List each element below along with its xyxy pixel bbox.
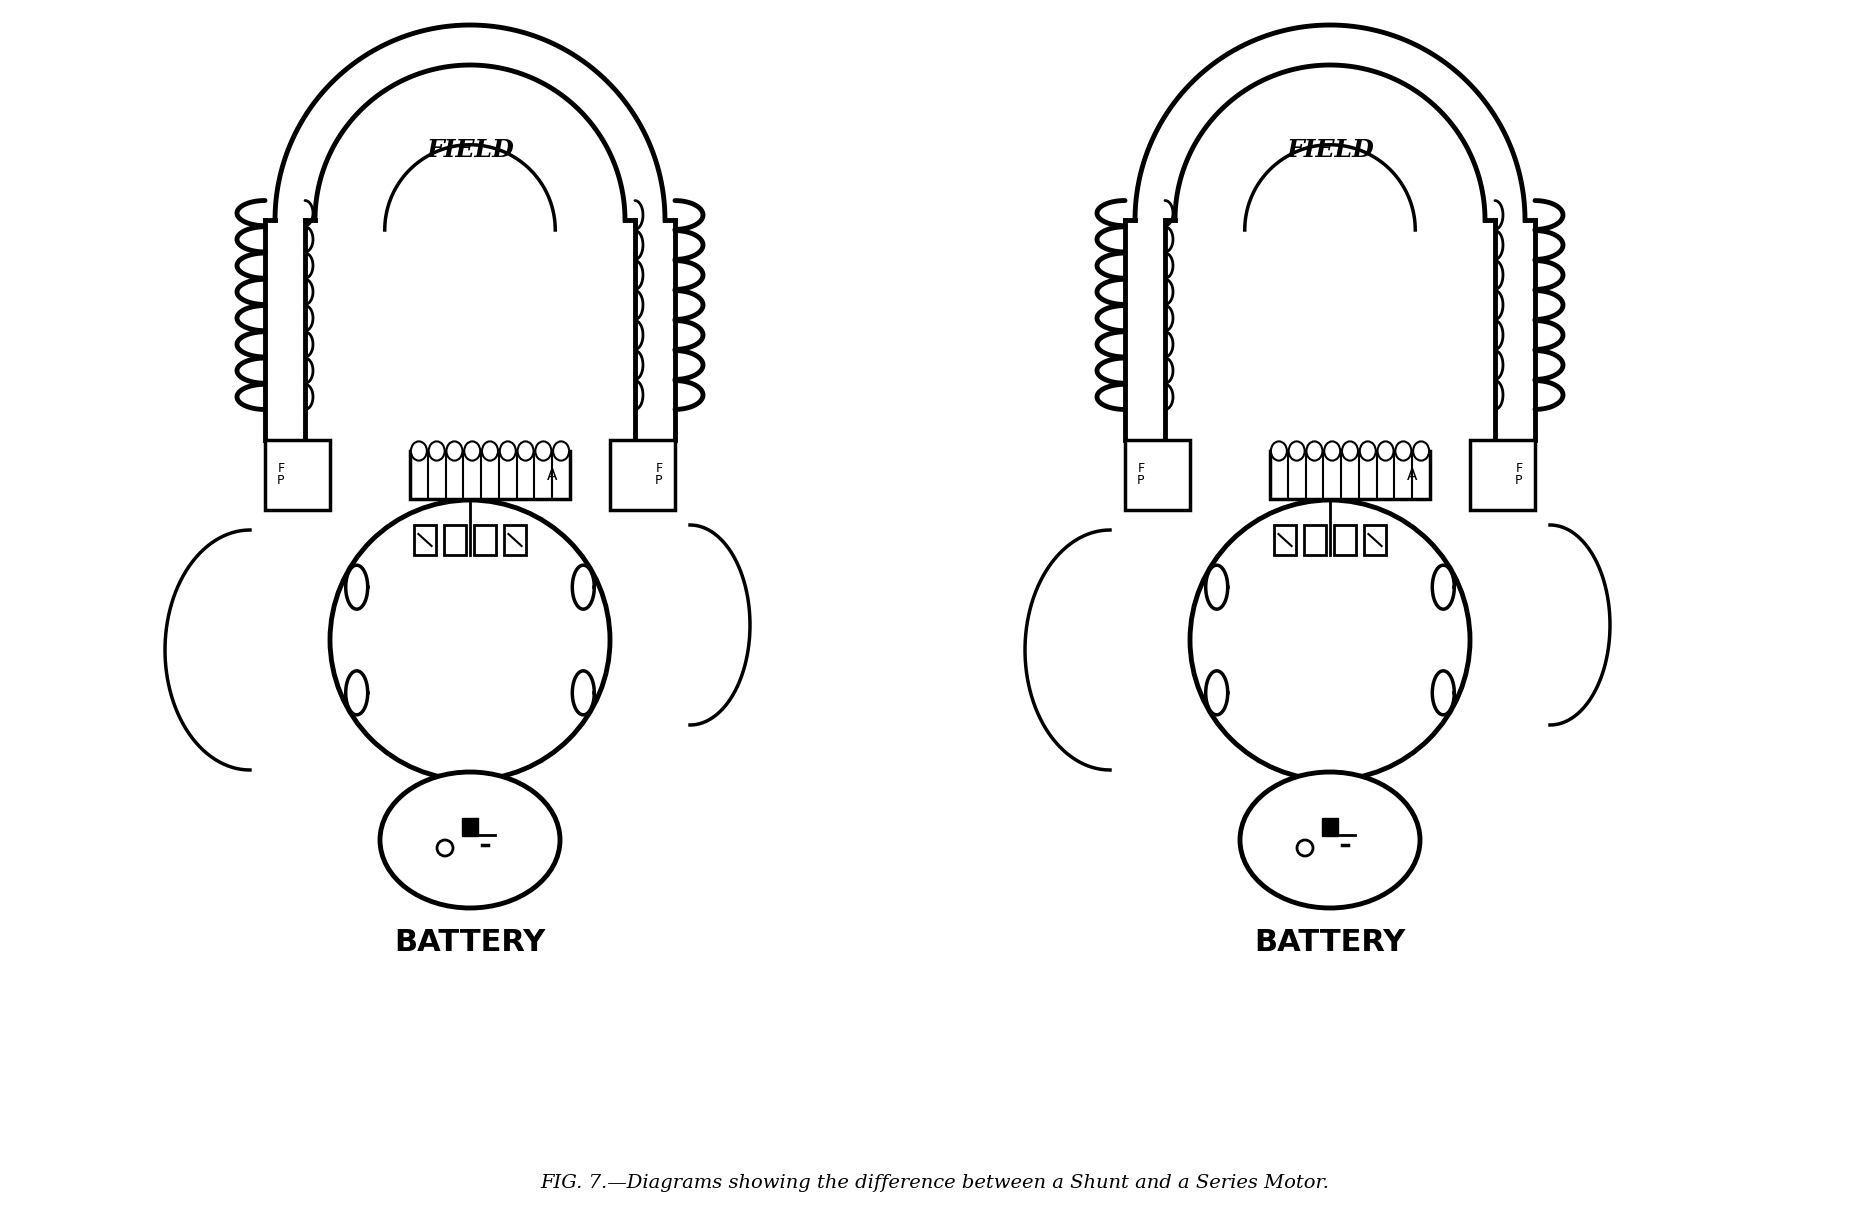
Text: F
P: F P xyxy=(1137,463,1144,487)
Text: C: C xyxy=(451,560,460,574)
Ellipse shape xyxy=(1240,772,1419,908)
Text: C: C xyxy=(481,560,490,574)
Circle shape xyxy=(1189,501,1470,781)
Ellipse shape xyxy=(1359,441,1376,461)
Ellipse shape xyxy=(1395,441,1412,461)
Ellipse shape xyxy=(554,441,568,461)
Polygon shape xyxy=(1494,221,1535,440)
Bar xyxy=(610,440,675,510)
Polygon shape xyxy=(1135,25,1526,221)
Text: BATTERY: BATTERY xyxy=(1255,928,1406,957)
Bar xyxy=(1303,525,1326,555)
Bar xyxy=(1322,818,1339,836)
Bar xyxy=(1126,440,1189,510)
Bar xyxy=(1273,525,1296,555)
Ellipse shape xyxy=(411,441,426,461)
Bar xyxy=(1470,440,1535,510)
Text: F
P: F P xyxy=(277,463,284,487)
Ellipse shape xyxy=(1378,441,1393,461)
Ellipse shape xyxy=(482,441,497,461)
Ellipse shape xyxy=(1414,441,1429,461)
Text: C: C xyxy=(1311,560,1320,574)
Ellipse shape xyxy=(1324,441,1341,461)
Ellipse shape xyxy=(1288,441,1305,461)
Text: FIELD: FIELD xyxy=(1287,138,1374,162)
Text: A: A xyxy=(546,468,557,482)
Polygon shape xyxy=(275,25,666,221)
Bar xyxy=(413,525,436,555)
Ellipse shape xyxy=(535,441,552,461)
Bar xyxy=(505,525,525,555)
Polygon shape xyxy=(636,221,675,440)
Polygon shape xyxy=(1126,221,1165,440)
Ellipse shape xyxy=(428,441,445,461)
Polygon shape xyxy=(266,221,305,440)
Text: FIELD: FIELD xyxy=(426,138,514,162)
Text: FIG. 7.—Diagrams showing the difference between a Shunt and a Series Motor.: FIG. 7.—Diagrams showing the difference … xyxy=(540,1174,1330,1191)
Text: B: B xyxy=(511,560,520,574)
Bar xyxy=(443,525,466,555)
Ellipse shape xyxy=(1272,441,1287,461)
Ellipse shape xyxy=(464,441,481,461)
Bar xyxy=(1270,451,1431,499)
Ellipse shape xyxy=(1307,441,1322,461)
Ellipse shape xyxy=(380,772,559,908)
Ellipse shape xyxy=(447,441,462,461)
Bar xyxy=(266,440,329,510)
Text: B: B xyxy=(1371,560,1380,574)
Text: F
P: F P xyxy=(1515,463,1522,487)
Text: C: C xyxy=(1341,560,1350,574)
Text: A: A xyxy=(1406,468,1417,482)
Bar xyxy=(1363,525,1386,555)
Text: F
P: F P xyxy=(654,463,662,487)
Text: BATTERY: BATTERY xyxy=(395,928,546,957)
Bar xyxy=(473,525,496,555)
Bar xyxy=(462,818,479,836)
Text: B: B xyxy=(421,560,430,574)
Bar xyxy=(1333,525,1356,555)
Ellipse shape xyxy=(1343,441,1358,461)
Text: B: B xyxy=(1281,560,1290,574)
Circle shape xyxy=(329,501,610,781)
Bar xyxy=(410,451,570,499)
Ellipse shape xyxy=(499,441,516,461)
Ellipse shape xyxy=(518,441,533,461)
